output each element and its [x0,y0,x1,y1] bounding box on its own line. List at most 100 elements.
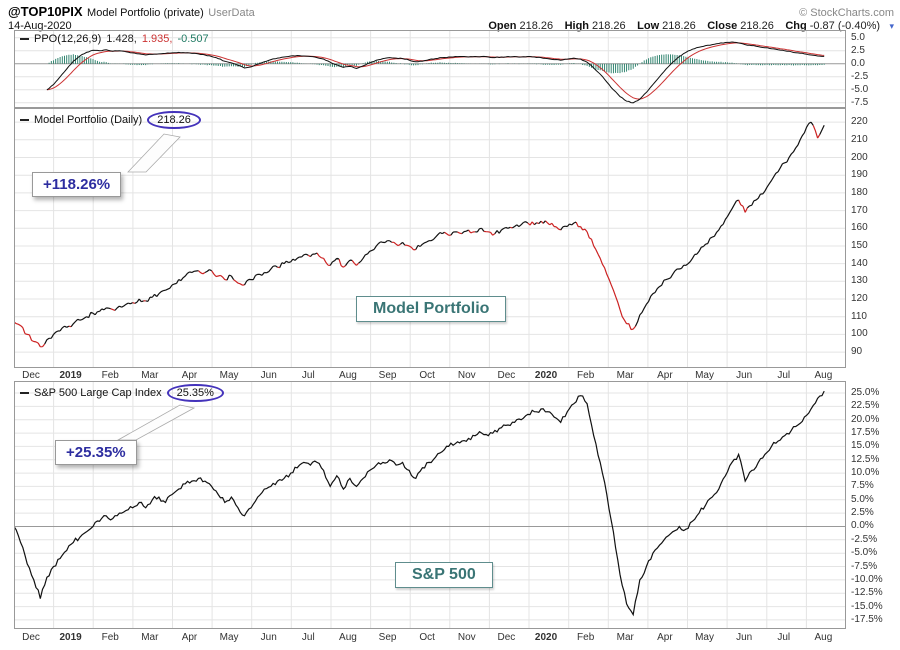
sp-panel-plot [14,381,846,629]
sp500-watermark: S&P 500 [395,562,493,588]
legend-dash-icon [20,119,29,121]
x-axis-label: Jul [301,632,315,643]
chevron-down-icon[interactable]: ▾ [889,21,894,31]
legend-dash-icon [20,392,29,394]
x-axis-label: Dec [497,632,516,643]
y-axis-label: 12.5% [851,453,880,465]
y-axis-label: 2.5% [851,507,874,519]
y-axis-label: 220 [851,116,868,128]
y-axis-label: 150 [851,239,868,251]
x-axis-label: Apr [657,370,673,381]
y-axis-label: 90 [851,346,863,358]
main-panel-plot [14,108,846,368]
y-axis-label: 7.5% [851,480,874,492]
y-axis-label: 0.0 [851,57,865,69]
sp-panel-title: S&P 500 Large Cap Index 25.35% [20,384,224,402]
chart-title: Model Portfolio (private) [87,7,204,19]
x-axis-label: Dec [22,370,40,381]
low-value: 218.26 [662,20,696,32]
y-axis-label: 22.5% [851,400,880,412]
y-axis-label: 190 [851,169,868,181]
low-label: Low [637,20,660,32]
x-axis-label: Dec [497,370,516,381]
y-axis-label: 0.0% [851,520,874,532]
main-panel-title: Model Portfolio (Daily) 218.26 [20,111,201,129]
y-axis-label: -15.0% [851,600,883,612]
ppo-panel-plot [14,30,846,108]
y-axis-label: 5.0% [851,493,874,505]
portfolio-label: Model Portfolio (Daily) [34,114,143,126]
legend-dash-icon [20,38,29,40]
x-axis-label: Oct [419,632,435,643]
sp500-label: S&P 500 Large Cap Index [34,387,162,399]
copyright-label: © StockCharts.com [799,7,894,19]
ppo-value: 1.428, [106,33,137,45]
chart-header-row2: 14-Aug-2020 Open 218.26 High 218.26 Low 218… [8,16,894,34]
y-axis-label: 15.0% [851,440,880,452]
x-axis-label: Aug [814,370,833,381]
y-axis-label: 180 [851,186,868,198]
ppo-panel-title: PPO(12,26,9) 1.428, 1.935, -0.507 [20,33,209,45]
x-axis-label: Jul [777,370,791,381]
close-value: 218.26 [740,20,774,32]
x-axis-label: Jun [260,632,277,643]
x-axis-label: Dec [22,632,40,643]
x-axis-label: 2019 [59,632,82,643]
y-axis-label: 17.5% [851,427,880,439]
chart-identity: @TOP10PIX Model Portfolio (private) User… [8,3,255,21]
x-axis-label: Nov [457,632,476,643]
portfolio-last-value: 218.26 [147,111,201,129]
y-axis-label: -10.0% [851,573,883,585]
quote-strip: Open 218.26 High 218.26 Low 218.26 Close 218… [481,16,894,34]
portfolio-watermark: Model Portfolio [356,296,507,322]
x-axis-label: Feb [101,370,119,381]
sp500-last-value: 25.35% [166,384,224,402]
x-axis-label: May [695,632,714,643]
x-axis-label: Sep [378,632,397,643]
y-axis-label: 120 [851,293,868,305]
y-axis-label: -2.5 [851,70,869,82]
y-axis-label: -7.5 [851,96,869,108]
x-axis-label: Jul [301,370,315,381]
ppo-label: PPO(12,26,9) [34,33,102,45]
y-axis-label: -5.0 [851,83,869,95]
x-axis-label: Mar [616,370,634,381]
ppo-signal-value: 1.935, [141,33,173,45]
x-axis-label: 2020 [534,632,558,643]
y-axis-label: 100 [851,328,868,340]
x-axis-label: Apr [181,370,198,381]
chart-header-row1: @TOP10PIX Model Portfolio (private) User… [8,3,894,21]
y-axis-label: 25.0% [851,387,880,398]
chg-label: Chg [785,20,807,32]
y-axis-label: 20.0% [851,413,880,425]
x-axis-label: Mar [141,370,159,381]
x-axis-label: Jun [260,370,277,381]
y-axis-label: -5.0% [851,547,878,559]
chg-value: -0.87 (-0.40%) [809,20,881,32]
x-axis-label: Feb [577,632,595,643]
y-axis-label: -17.5% [851,613,883,625]
source-tag: UserData [208,7,255,19]
x-axis-label: Aug [339,370,357,381]
x-axis-label: Feb [577,370,595,381]
open-value: 218.26 [519,20,554,32]
x-axis-label: 2019 [59,370,82,381]
x-axis-label: Nov [457,370,476,381]
y-axis-label: 200 [851,151,868,163]
sp500-gain-callout: +25.35% [55,440,137,465]
chart-date: 14-Aug-2020 [8,20,72,32]
close-label: Close [707,20,738,32]
y-axis-label: 130 [851,275,868,287]
ppo-hist-value: -0.507 [177,33,209,45]
y-axis-label: 2.5 [851,44,865,56]
y-axis-label: -2.5% [851,533,878,545]
y-axis-label: -7.5% [851,560,878,572]
x-axis-label: Aug [339,632,357,643]
x-axis-label: Apr [657,632,673,643]
high-value: 218.26 [592,20,626,32]
x-axis-label: Mar [141,632,159,643]
x-axis-label: Mar [616,632,634,643]
y-axis-label: -12.5% [851,587,883,599]
x-axis-label: Feb [101,632,119,643]
